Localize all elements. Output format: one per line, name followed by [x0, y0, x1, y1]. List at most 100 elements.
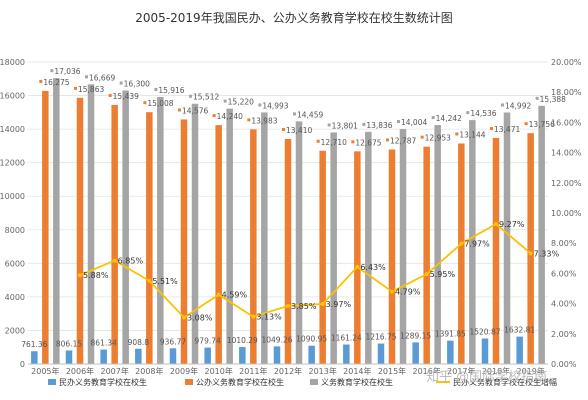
- growth-point: [112, 258, 117, 263]
- bar-total: [53, 78, 60, 365]
- axes: 0 2000 4000 6000 8000 10000 12000 14000 16000 180…: [0, 58, 582, 376]
- data-label: 16,669: [89, 73, 115, 82]
- label-marker: [178, 108, 181, 112]
- x-tick-label: 2008年: [135, 366, 163, 376]
- bar-total: [226, 108, 233, 365]
- bar-private: [169, 348, 177, 364]
- label-marker: [212, 114, 216, 118]
- label-marker: [154, 87, 158, 91]
- y-tick-label: 16000: [0, 92, 25, 101]
- data-label: 1049.26: [261, 335, 292, 344]
- x-tick-label: 2013年: [308, 366, 336, 376]
- y-right-tick-label: 8.00%: [551, 239, 577, 248]
- data-label: 15,220: [228, 98, 254, 107]
- growth-label: 7.33%: [534, 249, 560, 258]
- y-tick-label: 18000: [0, 58, 25, 67]
- growth-label: 5.95%: [430, 270, 456, 279]
- growth-label: 5.88%: [83, 271, 109, 280]
- bar-public: [354, 151, 361, 364]
- data-label: 936.77: [160, 337, 186, 346]
- growth-line-path: [79, 222, 532, 319]
- y-right-tick-label: 18.00%: [551, 88, 582, 97]
- bar-private: [65, 350, 73, 364]
- y-right-tick-label: 2.00%: [551, 330, 577, 339]
- y-right-tick-label: 12.00%: [551, 179, 582, 188]
- data-label: 15,916: [158, 86, 184, 95]
- data-label: 1289.15: [400, 331, 431, 340]
- data-label: 861.34: [91, 339, 117, 348]
- growth-label: 7.97%: [464, 240, 490, 249]
- x-tick-label: 2011年: [239, 366, 267, 376]
- bar-public: [111, 104, 118, 364]
- label-marker: [501, 103, 504, 107]
- bar-total: [191, 103, 199, 365]
- data-label: 15,512: [193, 93, 219, 102]
- bar-total: [261, 112, 268, 364]
- growth-point: [390, 289, 394, 294]
- label-marker: [420, 135, 424, 139]
- x-tick-label: 2014年: [343, 366, 371, 376]
- label-marker: [74, 86, 77, 90]
- watermark: 知乎 @国际学校指南: [426, 369, 547, 385]
- x-tick-label: 2010年: [204, 366, 232, 376]
- bar-public: [180, 119, 188, 364]
- bar-total: [122, 90, 129, 365]
- data-label: 14,242: [436, 114, 462, 123]
- growth-point: [459, 241, 464, 246]
- y-right-tick-label: 20.00%: [551, 58, 582, 67]
- data-label: 13,471: [494, 125, 520, 134]
- growth-label: 6.43%: [360, 263, 386, 272]
- y-right-tick-label: 0.00%: [551, 360, 577, 369]
- bars: [31, 78, 545, 365]
- growth-label: 3.97%: [326, 300, 352, 309]
- data-label: 1520.87: [469, 327, 500, 336]
- label-marker: [386, 138, 389, 142]
- bar-public: [42, 90, 49, 365]
- x-tick-label: 2018年: [482, 366, 510, 376]
- data-label: 908.8: [128, 338, 150, 347]
- bar-private: [308, 345, 315, 364]
- growth-label: 6.85%: [118, 257, 144, 266]
- bar-private: [31, 351, 38, 364]
- data-label: 1632.81: [504, 326, 535, 335]
- growth-label: 9.27%: [499, 220, 525, 229]
- y-tick-label: 8000: [5, 226, 25, 235]
- bar-total: [330, 132, 337, 364]
- x-tick-label: 2016年: [412, 366, 440, 376]
- label-marker: [397, 120, 400, 124]
- legend-swatch: [310, 379, 318, 385]
- bar-private: [412, 342, 419, 364]
- x-tick-label: 2019年: [516, 366, 544, 376]
- y-tick-label: 10000: [0, 192, 25, 201]
- label-marker: [351, 140, 355, 144]
- data-label: 15,863: [78, 85, 104, 94]
- y-tick-label: 2000: [5, 326, 25, 335]
- x-tick-label: 2007年: [100, 366, 128, 376]
- legend: 民办义务教育学校在校生 公办义务教育学校在校生 义务教育学校在校生 民办义务教育学校在…: [48, 377, 557, 387]
- bar-public: [388, 149, 396, 364]
- label-marker: [455, 132, 459, 136]
- label-marker: [143, 101, 147, 105]
- bar-private: [204, 347, 211, 364]
- data-label: 13,144: [459, 130, 485, 139]
- bar-public: [250, 129, 257, 364]
- growth-point: [528, 251, 533, 256]
- bar-private: [447, 340, 454, 364]
- data-label: 16,300: [124, 80, 150, 89]
- bar-private: [481, 338, 489, 364]
- bar-public: [492, 137, 500, 364]
- data-label: 13,836: [366, 121, 392, 130]
- data-label: 14,459: [297, 110, 323, 119]
- bar-total: [157, 96, 164, 364]
- legend-swatch: [48, 379, 56, 385]
- bar-total: [538, 105, 545, 365]
- data-label: 1090.95: [296, 335, 327, 344]
- y-tick-label: 4000: [5, 293, 25, 302]
- chart-title: 2005-2019年我国民办、公办义务教育学校在校生数统计图: [135, 10, 452, 25]
- growth-label: 4.59%: [222, 291, 248, 300]
- label-marker: [108, 93, 112, 97]
- growth-point: [216, 292, 221, 297]
- growth-label: 4.79%: [395, 288, 421, 297]
- bar-private: [135, 348, 142, 364]
